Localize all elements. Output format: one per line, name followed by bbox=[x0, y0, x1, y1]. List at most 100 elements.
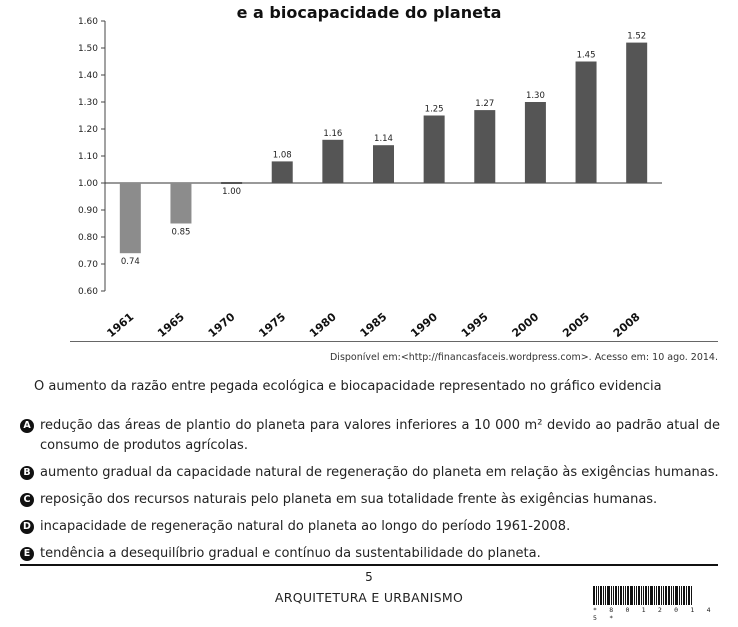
barcode-bar bbox=[615, 586, 617, 605]
answer-options: A redução das áreas de plantio do planet… bbox=[20, 416, 720, 571]
barcode-bar bbox=[691, 586, 692, 605]
question-stem: O aumento da razão entre pegada ecológic… bbox=[34, 379, 662, 394]
y-tick-label: 1.10 bbox=[78, 152, 98, 162]
barcode-bar bbox=[620, 586, 622, 605]
barcode-bar bbox=[605, 586, 606, 605]
y-tick-label: 1.60 bbox=[78, 17, 98, 27]
barcode-bar bbox=[665, 586, 667, 605]
data-label-1990: 1.25 bbox=[425, 105, 444, 115]
barcode-bar bbox=[681, 586, 682, 605]
barcode-bar bbox=[611, 586, 612, 605]
bar-1990 bbox=[423, 115, 445, 183]
barcode-bar bbox=[636, 586, 637, 605]
option-e[interactable]: E tendência a desequilíbrio gradual e co… bbox=[20, 544, 720, 564]
x-tick-label-1995: 1995 bbox=[459, 310, 491, 340]
barcode-bar bbox=[675, 586, 678, 605]
barcode-bar bbox=[613, 586, 614, 605]
barcode-bar bbox=[641, 586, 642, 605]
option-d-text: incapacidade de regeneração natural do p… bbox=[40, 519, 571, 534]
y-tick-label: 1.00 bbox=[78, 179, 98, 189]
x-tick-label-2008: 2008 bbox=[611, 310, 643, 340]
barcode-digits: * 8 0 1 2 0 1 4 5 * bbox=[593, 606, 715, 622]
data-label-2008: 1.52 bbox=[627, 32, 646, 42]
barcode-bar bbox=[603, 586, 604, 605]
x-tick-label-2000: 2000 bbox=[510, 310, 542, 340]
barcode: * 8 0 1 2 0 1 4 5 * bbox=[593, 586, 718, 622]
option-a-letter: A bbox=[20, 419, 34, 433]
barcode-bar bbox=[663, 586, 664, 605]
bar-1975 bbox=[271, 161, 293, 183]
data-label-1995: 1.27 bbox=[475, 99, 494, 109]
y-tick-label: 1.20 bbox=[78, 125, 98, 135]
footer-divider bbox=[20, 564, 718, 566]
y-tick-label: 0.60 bbox=[78, 287, 98, 297]
bar-2000 bbox=[524, 102, 546, 183]
barcode-bar bbox=[618, 586, 619, 605]
barcode-bar bbox=[645, 586, 647, 605]
barcode-bar bbox=[593, 586, 595, 605]
x-tick-label-1965: 1965 bbox=[155, 310, 187, 340]
data-label-1980: 1.16 bbox=[323, 129, 342, 139]
chart-title: e a biocapacidade do planeta bbox=[236, 3, 502, 22]
option-c-letter: C bbox=[20, 493, 34, 507]
option-e-letter: E bbox=[20, 547, 34, 561]
barcode-bar bbox=[625, 586, 626, 605]
option-a-text: redução das áreas de plantio do planeta … bbox=[40, 418, 720, 453]
option-b[interactable]: B aumento gradual da capacidade natural … bbox=[20, 463, 720, 483]
barcode-bar bbox=[668, 586, 670, 605]
option-c[interactable]: C reposição dos recursos naturais pelo p… bbox=[20, 490, 720, 510]
barcode-bar bbox=[683, 586, 685, 605]
barcode-bar bbox=[643, 586, 644, 605]
barcode-bar bbox=[654, 586, 655, 605]
y-tick-label: 0.70 bbox=[78, 260, 98, 270]
option-e-text: tendência a desequilíbrio gradual e cont… bbox=[40, 546, 541, 561]
x-tick-label-1990: 1990 bbox=[408, 310, 440, 340]
x-tick-label-2005: 2005 bbox=[560, 310, 592, 340]
data-label-1965: 0.85 bbox=[171, 228, 190, 238]
barcode-bar bbox=[623, 586, 624, 605]
data-label-1985: 1.14 bbox=[374, 134, 393, 144]
barcode-bar bbox=[673, 586, 674, 605]
data-label-1961: 0.74 bbox=[121, 257, 140, 267]
source-citation: Disponível em:<http://financasfaceis.wor… bbox=[329, 352, 718, 363]
bar-1995 bbox=[474, 110, 496, 183]
data-label-1970: 1.00 bbox=[222, 187, 241, 197]
y-tick-label: 0.90 bbox=[78, 206, 98, 216]
barcode-bar bbox=[607, 586, 610, 605]
barcode-bar bbox=[600, 586, 602, 605]
option-a[interactable]: A redução das áreas de plantio do planet… bbox=[20, 416, 720, 456]
barcode-bar bbox=[598, 586, 599, 605]
barcode-bar bbox=[638, 586, 640, 605]
data-label-2000: 1.30 bbox=[526, 91, 545, 101]
barcode-bar bbox=[596, 586, 597, 605]
x-tick-label-1985: 1985 bbox=[358, 310, 390, 340]
x-tick-label-1970: 1970 bbox=[206, 310, 238, 340]
bar-chart: 0.60 0.70 0.80 0.90 1.00 1.10 1.20 1.30 1.40 1.50… bbox=[78, 17, 662, 340]
bar-1961 bbox=[119, 183, 141, 254]
y-tick-label: 1.40 bbox=[78, 71, 98, 81]
barcode-bar bbox=[679, 586, 680, 605]
divider bbox=[70, 341, 718, 342]
barcode-bar bbox=[688, 586, 690, 605]
barcode-bar bbox=[686, 586, 687, 605]
data-label-2005: 1.45 bbox=[577, 51, 596, 61]
barcode-bar bbox=[634, 586, 635, 605]
barcode-bar bbox=[671, 586, 672, 605]
y-tick-label: 0.80 bbox=[78, 233, 98, 243]
x-tick-label-1961: 1961 bbox=[104, 310, 136, 340]
barcode-bar bbox=[627, 586, 629, 605]
option-b-letter: B bbox=[20, 466, 34, 480]
option-c-text: reposição dos recursos naturais pelo pla… bbox=[40, 492, 658, 507]
bar-1985 bbox=[373, 145, 394, 183]
option-d[interactable]: D incapacidade de regeneração natural do… bbox=[20, 517, 720, 537]
data-label-1975: 1.08 bbox=[273, 150, 292, 160]
course-name: ARQUITETURA E URBANISMO bbox=[274, 590, 464, 605]
barcode-bar bbox=[648, 586, 649, 605]
bar-2005 bbox=[575, 61, 597, 183]
bar-1970 bbox=[221, 182, 243, 184]
barcode-bar bbox=[656, 586, 657, 605]
bar-2008 bbox=[626, 42, 648, 183]
x-tick-label-1980: 1980 bbox=[307, 310, 339, 340]
barcode-bar bbox=[658, 586, 660, 605]
barcode-bar bbox=[630, 586, 633, 605]
